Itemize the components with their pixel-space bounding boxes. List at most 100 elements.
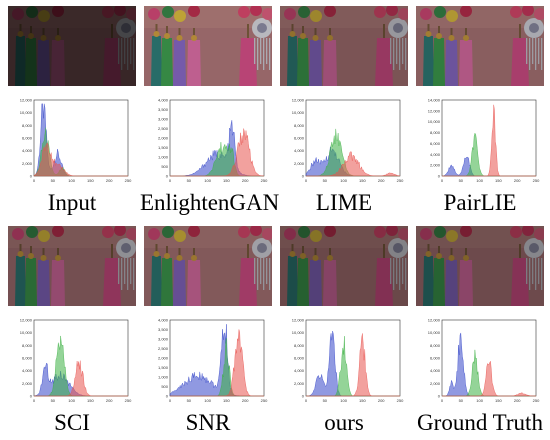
hist-y-tick: 2,000	[294, 161, 305, 166]
hist-x-tick: 250	[261, 178, 268, 183]
hist-x-tick: 50	[51, 178, 56, 183]
hist-x-tick: 150	[495, 398, 502, 403]
hist-x-tick: 50	[323, 178, 328, 183]
hist-y-tick: 4,000	[294, 148, 305, 153]
hist-y-tick: 0	[30, 394, 33, 399]
hist-x-tick: 0	[441, 178, 444, 183]
hist-x-tick: 100	[68, 178, 75, 183]
hist-x-tick: 100	[476, 398, 483, 403]
hist-channel-r	[170, 329, 264, 397]
hist-channel-r	[170, 128, 265, 177]
hist-x-tick: 0	[305, 398, 308, 403]
photo-input	[8, 6, 136, 86]
hist-y-tick: 2,000	[158, 356, 169, 361]
photo-pairlie	[416, 6, 544, 86]
hist-x-tick: 50	[459, 398, 464, 403]
histogram-chart: 4,000 3,500 3,000 2,500 2,000 1,500 1,000 500 00…	[158, 98, 268, 184]
hist-y-tick: 8,000	[22, 123, 33, 128]
hist-y-tick: 0	[302, 174, 305, 179]
hist-y-tick: 12,000	[20, 98, 33, 103]
hist-y-tick: 0	[30, 174, 33, 179]
label-sci: SCI	[54, 410, 90, 435]
hist-x-tick: 200	[378, 178, 385, 183]
label-snr: SNR	[185, 410, 231, 435]
hist-y-tick: 2,000	[430, 381, 441, 386]
hist-y-tick: 4,000	[22, 368, 33, 373]
hist-y-tick: 4,000	[22, 148, 33, 153]
photo-scene	[416, 226, 544, 306]
hist-y-tick: 0	[166, 394, 169, 399]
hist-channel-r	[442, 104, 536, 177]
photo-scene	[8, 226, 136, 306]
photo-scene	[416, 6, 544, 86]
hist-x-tick: 150	[495, 178, 502, 183]
hist-x-tick: 0	[33, 398, 36, 403]
hist-x-tick: 250	[533, 178, 540, 183]
hist-x-tick: 50	[323, 398, 328, 403]
hist-channel-r	[306, 151, 401, 177]
hist-y-tick: 10,000	[428, 119, 441, 124]
hist-x-tick: 100	[204, 398, 211, 403]
hist-x-tick: 200	[514, 398, 521, 403]
photo-ground-truth	[416, 226, 544, 306]
hist-x-tick: 200	[106, 178, 113, 183]
photo-lime	[280, 6, 408, 86]
label-ours: ours	[324, 410, 364, 435]
hist-x-tick: 0	[305, 178, 308, 183]
hist-x-tick: 100	[340, 398, 347, 403]
hist-y-tick: 0	[438, 174, 441, 179]
histogram-lime: 12,000 10,000 8,000 6,000 4,000 2,000 0 0 50 100 1…	[286, 96, 404, 186]
hist-y-tick: 1,500	[158, 145, 169, 150]
hist-y-tick: 8,000	[294, 343, 305, 348]
histogram-chart: 4,000 3,500 3,000 2,500 2,000 1,500 1,000 500 00…	[158, 318, 268, 404]
photo-snr	[144, 226, 272, 306]
hist-y-tick: 6,000	[430, 141, 441, 146]
hist-x-tick: 150	[87, 178, 94, 183]
hist-x-tick: 200	[242, 178, 249, 183]
hist-y-tick: 2,500	[158, 126, 169, 131]
hist-x-tick: 200	[242, 398, 249, 403]
photo-sci	[8, 226, 136, 306]
hist-y-tick: 0	[302, 394, 305, 399]
hist-y-tick: 6,000	[22, 136, 33, 141]
photo-scene	[280, 226, 408, 306]
hist-y-tick: 6,000	[294, 136, 305, 141]
hist-y-tick: 12,000	[292, 318, 305, 323]
hist-x-tick: 150	[223, 178, 230, 183]
hist-x-tick: 250	[261, 398, 268, 403]
hist-x-tick: 0	[169, 178, 172, 183]
hist-x-tick: 250	[397, 398, 404, 403]
hist-y-tick: 3,500	[158, 327, 169, 332]
hist-x-tick: 250	[533, 398, 540, 403]
hist-y-tick: 3,000	[158, 337, 169, 342]
hist-y-tick: 8,000	[294, 123, 305, 128]
hist-y-tick: 1,000	[158, 375, 169, 380]
hist-y-tick: 3,000	[158, 117, 169, 122]
hist-x-tick: 0	[33, 178, 36, 183]
hist-x-tick: 100	[68, 398, 75, 403]
photo-scene	[8, 6, 136, 86]
label-ground-truth: Ground Truth	[417, 410, 543, 435]
histogram-chart: 14,000 12,000 10,000 8,000 6,000 4,000 2,000 00…	[428, 98, 540, 184]
hist-y-tick: 2,000	[158, 136, 169, 141]
hist-y-tick: 10,000	[20, 330, 33, 335]
hist-channel-r	[306, 333, 400, 397]
hist-y-tick: 0	[438, 394, 441, 399]
hist-y-tick: 10,000	[428, 330, 441, 335]
photo-enlightengan	[144, 6, 272, 86]
hist-x-tick: 100	[340, 178, 347, 183]
label-pairlie: PairLIE	[443, 190, 517, 215]
histogram-ground-truth: 12,000 10,000 8,000 6,000 4,000 2,000 0 0 50 100 1…	[422, 316, 540, 406]
hist-x-tick: 100	[476, 178, 483, 183]
hist-y-tick: 8,000	[430, 130, 441, 135]
hist-y-tick: 2,000	[430, 163, 441, 168]
hist-y-tick: 500	[161, 384, 168, 389]
hist-channel-r	[442, 360, 537, 397]
hist-y-tick: 4,000	[158, 318, 169, 323]
hist-y-tick: 14,000	[428, 98, 441, 103]
histogram-chart: 12,000 10,000 8,000 6,000 4,000 2,000 00 50 100 1…	[20, 318, 132, 404]
hist-y-tick: 1,000	[158, 155, 169, 160]
hist-y-tick: 4,000	[430, 152, 441, 157]
label-enlightengan: EnlightenGAN	[140, 190, 280, 215]
hist-x-tick: 100	[204, 178, 211, 183]
